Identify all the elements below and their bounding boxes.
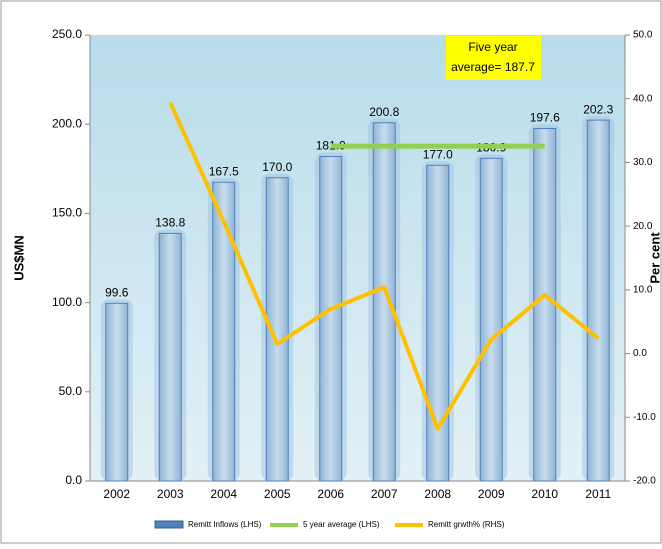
x-tick-label: 2009 bbox=[478, 487, 505, 501]
data-label: 138.8 bbox=[155, 216, 185, 230]
y-tick-label: 250.0 bbox=[52, 27, 82, 41]
x-tick-label: 2002 bbox=[103, 487, 130, 501]
bar bbox=[105, 302, 129, 482]
bar bbox=[158, 232, 182, 482]
legend-label: Remitt grwth% (RHS) bbox=[428, 520, 505, 529]
data-label: 177.0 bbox=[423, 147, 453, 161]
y2-tick-label: -20.0 bbox=[633, 476, 656, 487]
x-tick-label: 2007 bbox=[371, 487, 398, 501]
data-label: 170.0 bbox=[262, 160, 292, 174]
y2-tick-label: 40.0 bbox=[633, 93, 653, 104]
y2-tick-label: 0.0 bbox=[633, 348, 647, 359]
data-label: 202.3 bbox=[583, 102, 613, 116]
bar bbox=[533, 127, 557, 482]
annotation-box bbox=[446, 36, 541, 80]
bar bbox=[265, 177, 289, 482]
data-label: 167.5 bbox=[209, 164, 239, 178]
x-tick-label: 2011 bbox=[585, 487, 611, 501]
annotation: Five year bbox=[468, 40, 517, 54]
x-tick-label: 2008 bbox=[424, 487, 451, 501]
x-tick-label: 2004 bbox=[210, 487, 237, 501]
y2-tick-label: 50.0 bbox=[633, 30, 653, 41]
y-axis-label: US$MN bbox=[11, 235, 26, 281]
y2-tick-label: -10.0 bbox=[633, 412, 656, 423]
bar bbox=[586, 119, 610, 482]
y2-tick-label: 10.0 bbox=[633, 284, 653, 295]
legend-swatch bbox=[154, 520, 184, 529]
y2-axis-label: Per cent bbox=[647, 232, 662, 284]
x-tick-label: 2010 bbox=[531, 487, 558, 501]
y-tick-label: 50.0 bbox=[59, 384, 83, 398]
data-label: 99.6 bbox=[105, 285, 129, 299]
bar bbox=[319, 155, 343, 482]
data-label: 200.8 bbox=[369, 105, 399, 119]
bar bbox=[426, 164, 450, 482]
legend-label: 5 year average (LHS) bbox=[303, 520, 380, 529]
x-tick-label: 2003 bbox=[157, 487, 184, 501]
bar bbox=[372, 122, 396, 482]
x-tick-label: 2005 bbox=[264, 487, 291, 501]
bar bbox=[212, 181, 236, 482]
y2-tick-label: 30.0 bbox=[633, 157, 653, 168]
y-tick-label: 0.0 bbox=[65, 473, 82, 487]
y-tick-label: 150.0 bbox=[52, 206, 82, 220]
y-tick-label: 100.0 bbox=[52, 295, 82, 309]
bar bbox=[479, 157, 503, 482]
x-tick-label: 2006 bbox=[317, 487, 344, 501]
data-label: 197.6 bbox=[530, 111, 560, 125]
y2-tick-label: 20.0 bbox=[633, 221, 653, 232]
line bbox=[168, 101, 600, 431]
y-tick-label: 200.0 bbox=[52, 116, 82, 130]
legend-label: Remitt Inflows (LHS) bbox=[188, 520, 262, 529]
annotation: average= 187.7 bbox=[451, 60, 535, 74]
